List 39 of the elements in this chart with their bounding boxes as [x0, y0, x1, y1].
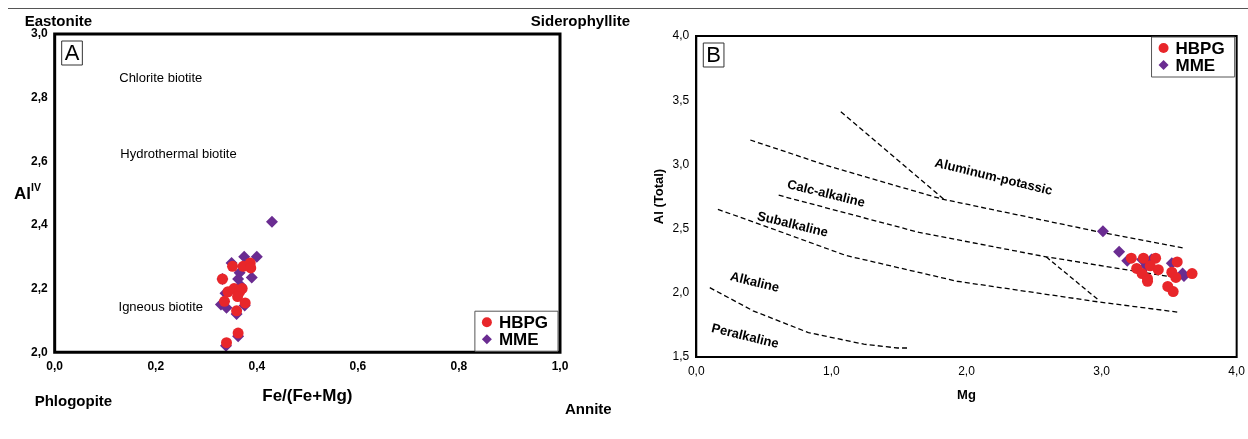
legend-label: HBPG	[498, 312, 549, 332]
x-tick-label: 0,8	[450, 358, 468, 373]
y-tick-label: 3,5	[672, 92, 690, 107]
x-tick-label: 3,0	[1093, 363, 1111, 378]
y-tick-label: 4,0	[672, 28, 690, 43]
x-tick-label: 1,0	[551, 358, 569, 373]
y-tick-label: 3,0	[672, 156, 690, 171]
legend-label: MME	[498, 329, 539, 349]
y-axis-title: Al (Total)	[651, 168, 667, 225]
x-tick-label: 0,0	[46, 358, 64, 373]
y-tick-label: 2,8	[30, 89, 48, 104]
y-tick-label: 2,0	[672, 285, 690, 300]
x-tick-label: 1,0	[823, 363, 841, 378]
text: Annite	[565, 400, 612, 418]
y-tick-label: 2,6	[30, 153, 48, 168]
y-tick-label: 2,0	[30, 344, 48, 359]
x-tick-label: 0,0	[687, 363, 705, 378]
annotation: Alkaline	[728, 268, 781, 295]
annotation: Igneous biotite	[118, 299, 204, 315]
x-tick-label: 0,6	[349, 358, 367, 373]
x-tick-label: 0,4	[248, 358, 266, 373]
y-tick-label: 2,5	[672, 220, 690, 235]
y-tick-label: 2,2	[30, 280, 48, 295]
annotation: B	[706, 42, 721, 68]
annotation: Hydrothermal biotite	[120, 146, 237, 162]
x-axis-title: Fe/(Fe+Mg)	[262, 386, 353, 406]
y-tick-label: 1,5	[672, 349, 690, 364]
annotation: Chlorite biotite	[119, 70, 203, 86]
text: Phlogopite	[34, 392, 113, 410]
x-tick-label: 4,0	[1228, 363, 1246, 378]
legend-label: HBPG	[1175, 38, 1225, 58]
y-tick-label: 2,4	[30, 217, 48, 232]
y-tick-label: 3,0	[30, 26, 48, 41]
legend-label: MME	[1175, 55, 1216, 75]
x-axis-title: Mg	[957, 386, 976, 402]
annotation: A	[64, 40, 80, 66]
text: Siderophyllite	[530, 12, 630, 30]
x-tick-label: 0,2	[147, 358, 165, 373]
x-tick-label: 2,0	[958, 363, 976, 378]
